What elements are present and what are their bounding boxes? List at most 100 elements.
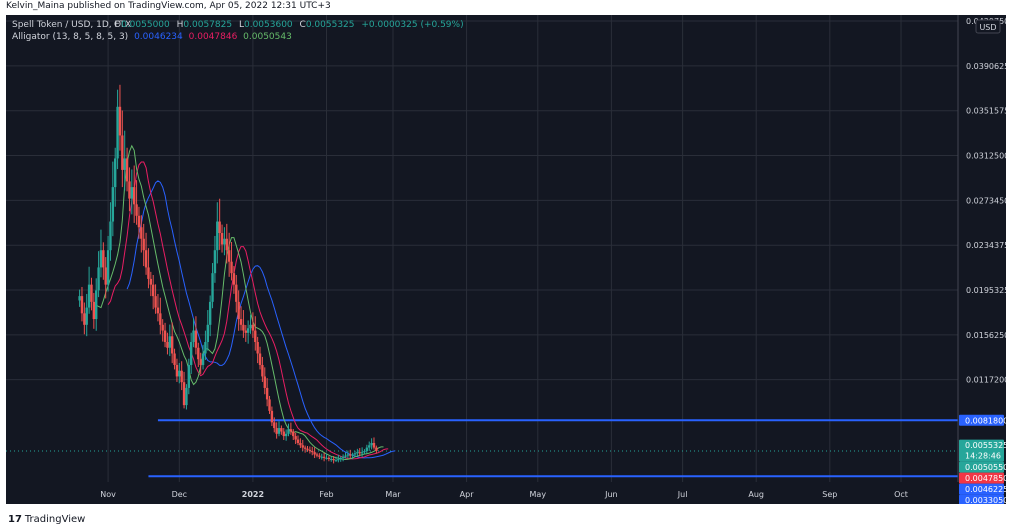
candle-body: [208, 301, 212, 325]
time-axis[interactable]: Nov Dec 2022 Feb Mar Apr May Jun Jul Aug Sep Oct: [6, 482, 1006, 504]
candle-body: [230, 261, 233, 274]
candle-body: [151, 284, 155, 297]
candle-body: [261, 364, 264, 377]
candle-body: [292, 431, 295, 437]
candle-body: [180, 370, 183, 383]
chart-background: [6, 15, 1006, 504]
candle-body: [280, 428, 283, 432]
price-label-value: 0.0050550: [965, 463, 1006, 472]
candle-body: [313, 452, 316, 455]
candle-body: [223, 238, 226, 245]
candle-body: [284, 433, 288, 437]
ohlc-l-value: 0.0053600: [244, 20, 293, 30]
candle-body: [163, 330, 167, 343]
candle-body: [263, 376, 266, 388]
candle-body: [102, 250, 105, 268]
candle-body: [166, 342, 169, 348]
tradingview-logo[interactable]: 17 TradingView: [8, 514, 85, 525]
candle-body: [90, 284, 93, 302]
ohlc-h-key: H: [177, 20, 184, 30]
price-label-box: [959, 472, 1004, 484]
candle-body: [368, 445, 371, 448]
x-tick-label: 2022: [242, 490, 264, 499]
candle-body: [149, 278, 153, 285]
horizontal-lines[interactable]: [6, 419, 958, 478]
candle-body: [239, 319, 243, 325]
currency-label: USD: [979, 23, 996, 32]
candle-body: [135, 204, 138, 216]
candle-body: [125, 158, 129, 182]
candle-body: [237, 301, 240, 320]
x-tick-label: Sep: [822, 490, 837, 499]
x-tick-label: Aug: [748, 490, 764, 499]
candle-body: [211, 273, 214, 302]
candle-body: [289, 429, 293, 432]
x-tick-label: Mar: [385, 490, 401, 499]
candle-body: [244, 330, 247, 333]
candle-body: [375, 447, 378, 452]
candle-body: [372, 442, 376, 448]
candle-body: [294, 436, 297, 440]
candle-body: [356, 452, 359, 454]
price-label-box: [959, 439, 1004, 462]
legend-ohlc: O0.0055000 H0.0057825 L0.0053600 C0.0055…: [114, 20, 464, 30]
candle-body: [116, 106, 119, 159]
candle-body: [220, 233, 224, 245]
ohlc-change: +0.0000325 (+0.59%): [361, 20, 463, 30]
price-axis-band: [958, 15, 1006, 504]
candle-body: [106, 250, 110, 285]
candle-body: [123, 158, 126, 170]
candle-body: [318, 455, 321, 457]
ohlc-l-key: L: [239, 20, 244, 30]
candle-body: [192, 330, 195, 343]
price-label-value: 0.0046225: [965, 485, 1006, 494]
x-tick-label: Feb: [319, 490, 333, 499]
candle-body: [337, 459, 340, 461]
candle-body: [182, 382, 186, 406]
y-tick-label: 0.0273450: [966, 196, 1006, 205]
candle-body: [118, 106, 122, 136]
candle-body: [287, 429, 290, 434]
price-axis[interactable]: 0.04297500.03906250.03515750.03125000.02…: [957, 15, 1009, 504]
candle-body: [161, 324, 164, 331]
tradingview-mark-icon: 17: [8, 514, 22, 525]
candle-body: [199, 359, 202, 365]
candle-body: [197, 347, 200, 360]
candle-body: [225, 238, 228, 251]
candle-body: [322, 456, 326, 458]
candle-body: [173, 353, 176, 365]
candle-body: [187, 364, 191, 388]
footer-bar: 17 TradingView: [0, 506, 1024, 529]
candle-body: [308, 449, 312, 452]
candle-body: [132, 187, 136, 205]
candle-body: [78, 296, 81, 301]
candle-body: [346, 454, 350, 456]
candle-body: [159, 313, 162, 325]
indicator-name: Alligator (13, 8, 5, 8, 5, 3): [12, 32, 128, 42]
price-labels: 0.0081800 0.0055325 14:28:46 0.0050550 0.004…: [959, 414, 1008, 506]
ohlc-o-value: 0.0055000: [121, 20, 170, 30]
candle-body: [320, 456, 323, 458]
candle-body: [121, 135, 124, 170]
currency-badge: USD: [975, 19, 1001, 34]
candle-body: [95, 290, 98, 320]
ohlc-o-key: O: [114, 20, 121, 30]
currency-box: [975, 19, 1001, 34]
candlestick-chart[interactable]: 0.04297500.03906250.03515750.03125000.02…: [6, 15, 1009, 506]
ohlc-c-key: C: [300, 20, 306, 30]
candle-body: [365, 447, 369, 452]
price-label-countdown: 14:28:46: [965, 452, 1001, 461]
ohlc-h-value: 0.0057825: [183, 20, 232, 30]
candle-body: [235, 284, 238, 302]
candle-body: [97, 267, 100, 291]
price-label-value: 0.0047850: [965, 474, 1006, 483]
grid: [6, 15, 958, 482]
chart-area[interactable]: 0.04297500.03906250.03515750.03125000.02…: [6, 15, 1009, 506]
candle-body: [332, 459, 335, 461]
candle-body: [270, 410, 274, 423]
candle-body: [273, 422, 276, 429]
candle-body: [265, 387, 269, 400]
price-label-box: [959, 461, 1004, 473]
candle-body: [144, 250, 148, 268]
candle-body: [140, 227, 143, 239]
